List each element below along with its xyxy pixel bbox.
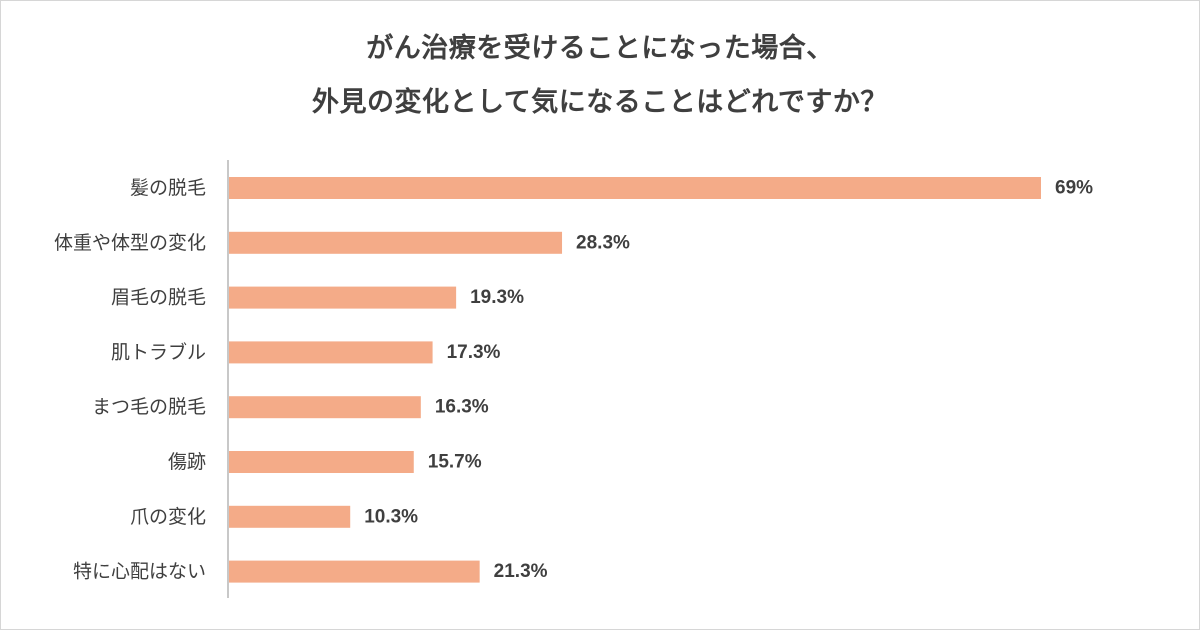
category-label: 体重や体型の変化 <box>54 232 206 254</box>
chart-title-line-2: 外見の変化として気になることはどれですか？ <box>312 87 888 118</box>
chart-title: がん治療を受けることになった場合、 外見の変化として気になることはどれですか？ <box>0 22 1200 130</box>
bar <box>229 231 563 254</box>
bar <box>229 396 421 419</box>
category-label: 眉毛の脱毛 <box>111 287 206 309</box>
bar <box>229 560 480 583</box>
bar <box>229 451 414 473</box>
bar <box>229 286 457 309</box>
value-label: 17.3% <box>447 342 501 363</box>
value-label: 19.3% <box>470 287 524 308</box>
value-label: 21.3% <box>494 561 548 582</box>
bar <box>229 505 351 528</box>
bar <box>229 177 1041 199</box>
category-label: 特に心配はない <box>73 561 206 583</box>
value-label: 28.3% <box>576 232 630 253</box>
category-label: 傷跡 <box>168 451 206 473</box>
value-label: 15.7% <box>428 452 482 473</box>
bar <box>229 341 433 364</box>
value-label: 69% <box>1055 178 1093 199</box>
value-label: 10.3% <box>364 506 418 527</box>
chart-title-line-1: がん治療を受けることになった場合、 <box>366 33 834 64</box>
category-label: 爪の変化 <box>130 506 206 528</box>
category-label: 髪の脱毛 <box>130 177 206 199</box>
category-label: まつ毛の脱毛 <box>92 396 206 418</box>
category-label: 肌トラブル <box>111 340 206 363</box>
value-label: 16.3% <box>435 397 489 418</box>
